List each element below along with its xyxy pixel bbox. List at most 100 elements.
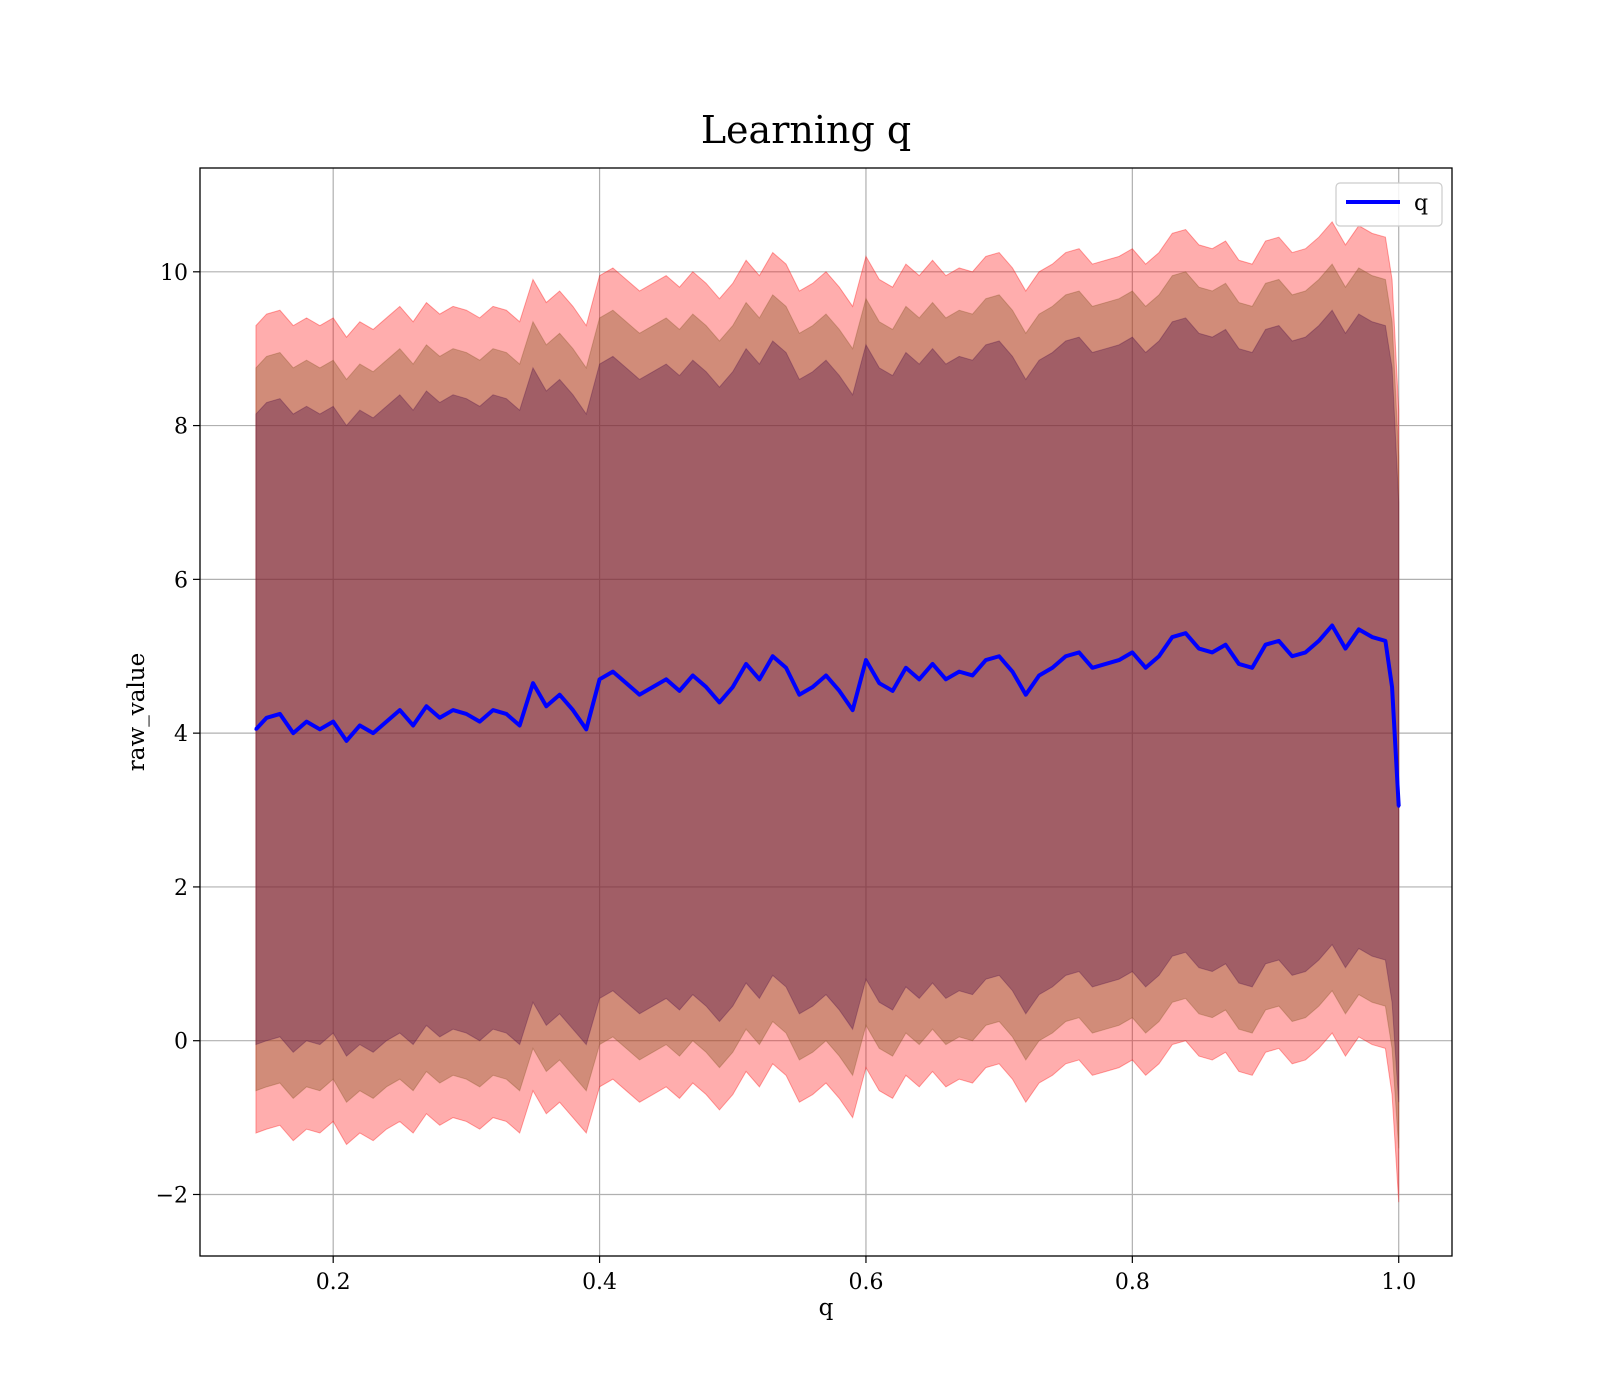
- legend: q: [1335, 182, 1443, 227]
- data-point: [931, 662, 935, 666]
- data-point: [1317, 639, 1321, 643]
- data-point: [944, 677, 948, 681]
- data-point: [398, 708, 402, 712]
- y-tick-label: 8: [174, 415, 188, 440]
- data-point: [731, 685, 735, 689]
- data-point: [278, 712, 282, 716]
- x-axis-label: q: [819, 1295, 834, 1321]
- y-axis: −2 0 2 4 6 8 10: [156, 261, 200, 1208]
- data-point: [984, 658, 988, 662]
- outer-band: [255, 220, 1400, 1203]
- legend-box: [1335, 182, 1443, 227]
- data-point: [971, 673, 975, 677]
- data-point: [611, 670, 615, 674]
- y-tick-label: 10: [160, 261, 188, 286]
- data-point: [1010, 670, 1014, 674]
- series-line-layer: [254, 623, 1401, 808]
- data-point: [717, 700, 721, 704]
- data-point: [265, 716, 269, 720]
- y-tick-label: 4: [174, 722, 188, 747]
- x-tick-label: 1.0: [1381, 1270, 1416, 1295]
- data-point: [1237, 662, 1241, 666]
- data-point: [291, 731, 295, 735]
- data-point: [1210, 650, 1214, 654]
- data-point: [1024, 693, 1028, 697]
- data-point: [1290, 654, 1294, 658]
- plot-frame: [199, 167, 1453, 1257]
- chart-title: Learning q: [701, 108, 911, 152]
- data-point: [1050, 666, 1054, 670]
- data-point: [1064, 654, 1068, 658]
- data-point: [1390, 685, 1394, 689]
- data-point: [664, 677, 668, 681]
- grid: [200, 168, 1452, 1256]
- data-point: [491, 708, 495, 712]
- data-point: [704, 685, 708, 689]
- data-point: [1303, 650, 1307, 654]
- data-point: [1197, 647, 1201, 651]
- data-point: [677, 689, 681, 693]
- data-point: [771, 654, 775, 658]
- data-point: [1104, 662, 1108, 666]
- data-point: [438, 716, 442, 720]
- data-point: [531, 681, 535, 685]
- data-point: [1184, 631, 1188, 635]
- data-point: [254, 727, 258, 731]
- data-point: [358, 723, 362, 727]
- data-point: [571, 708, 575, 712]
- data-point: [744, 662, 748, 666]
- data-point: [544, 704, 548, 708]
- data-point: [824, 673, 828, 677]
- data-point: [411, 723, 415, 727]
- y-tick-label: 2: [174, 876, 188, 901]
- data-point: [384, 720, 388, 724]
- middle-band: [255, 263, 1400, 1149]
- data-point: [864, 658, 868, 662]
- data-point: [1343, 647, 1347, 651]
- data-point: [558, 693, 562, 697]
- data-point: [891, 689, 895, 693]
- data-point: [837, 689, 841, 693]
- data-point: [1037, 673, 1041, 677]
- data-point: [757, 677, 761, 681]
- data-point: [904, 666, 908, 670]
- data-point: [624, 681, 628, 685]
- uncertainty-bands: [255, 220, 1400, 1203]
- y-tick-label: 6: [174, 568, 188, 593]
- data-point: [518, 723, 522, 727]
- legend-label: q: [1414, 191, 1428, 216]
- x-tick-label: 0.2: [316, 1270, 351, 1295]
- data-point: [504, 712, 508, 716]
- data-point: [1144, 666, 1148, 670]
- y-axis-label: raw_value: [124, 653, 150, 771]
- data-point: [811, 685, 815, 689]
- y-tick-label: −2: [156, 1183, 188, 1208]
- data-point: [1224, 643, 1228, 647]
- data-point: [1157, 654, 1161, 658]
- data-point: [691, 673, 695, 677]
- data-point: [1383, 639, 1387, 643]
- data-point: [797, 693, 801, 697]
- data-point: [1250, 666, 1254, 670]
- data-point: [478, 720, 482, 724]
- data-point: [784, 666, 788, 670]
- data-point: [1330, 624, 1334, 627]
- data-point: [305, 720, 309, 724]
- data-point: [318, 727, 322, 731]
- data-point: [997, 654, 1001, 658]
- inner-band: [255, 309, 1400, 1103]
- x-tick-label: 0.4: [582, 1270, 617, 1295]
- data-point: [451, 708, 455, 712]
- data-point: [957, 670, 961, 674]
- series-line-q: [254, 623, 1401, 807]
- x-tick-label: 0.8: [1115, 1270, 1150, 1295]
- y-tick-label: 0: [174, 1030, 188, 1055]
- data-point: [1277, 639, 1281, 643]
- data-point: [345, 739, 349, 743]
- data-point: [1170, 635, 1174, 639]
- data-point: [584, 727, 588, 731]
- data-point: [598, 677, 602, 681]
- data-point: [638, 693, 642, 697]
